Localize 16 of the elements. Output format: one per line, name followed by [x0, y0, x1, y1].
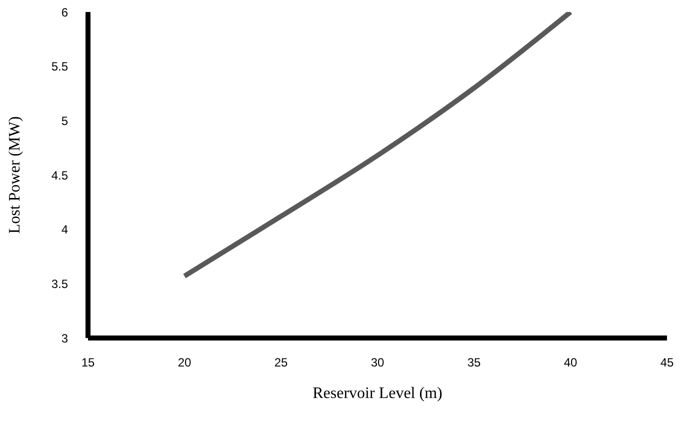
x-tick-label: 35: [467, 356, 481, 370]
y-tick-label: 5: [61, 114, 68, 128]
y-tick-label: 6: [61, 5, 68, 20]
y-tick-label: 3.5: [51, 276, 68, 291]
y-tick-label: 4: [61, 222, 68, 237]
x-tick-label: 15: [81, 356, 95, 370]
x-tick-label: 45: [660, 356, 674, 370]
y-tick-label: 3: [61, 331, 68, 346]
x-tick-label: 25: [274, 356, 288, 370]
x-tick-label: 20: [178, 356, 192, 370]
y-tick-label: 5.5: [51, 60, 68, 74]
x-tick-label: 40: [564, 356, 578, 370]
x-tick-label: 30: [370, 356, 384, 370]
x-axis-title: Reservoir Level (m): [312, 385, 442, 402]
y-axis-title: Lost Power (MW): [6, 116, 24, 234]
y-tick-label: 4.5: [51, 168, 68, 182]
